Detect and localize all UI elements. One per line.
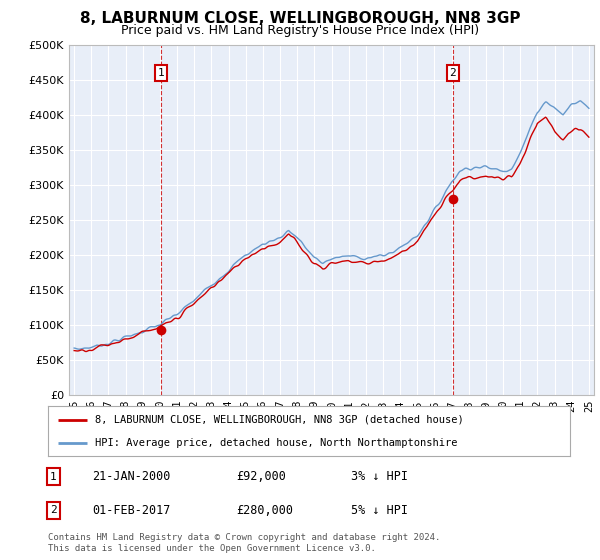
Text: Price paid vs. HM Land Registry's House Price Index (HPI): Price paid vs. HM Land Registry's House … [121,24,479,36]
Text: 3% ↓ HPI: 3% ↓ HPI [351,470,408,483]
Text: 1: 1 [157,68,164,78]
Text: 21-JAN-2000: 21-JAN-2000 [92,470,171,483]
Text: 2: 2 [50,505,56,515]
Text: HPI: Average price, detached house, North Northamptonshire: HPI: Average price, detached house, Nort… [95,438,457,448]
Text: 01-FEB-2017: 01-FEB-2017 [92,504,171,517]
Text: Contains HM Land Registry data © Crown copyright and database right 2024.
This d: Contains HM Land Registry data © Crown c… [48,533,440,553]
Text: 8, LABURNUM CLOSE, WELLINGBOROUGH, NN8 3GP (detached house): 8, LABURNUM CLOSE, WELLINGBOROUGH, NN8 3… [95,414,464,424]
Text: 5% ↓ HPI: 5% ↓ HPI [351,504,408,517]
Text: £280,000: £280,000 [236,504,293,517]
Text: 2: 2 [449,68,457,78]
Text: £92,000: £92,000 [236,470,286,483]
Text: 1: 1 [50,472,56,482]
Text: 8, LABURNUM CLOSE, WELLINGBOROUGH, NN8 3GP: 8, LABURNUM CLOSE, WELLINGBOROUGH, NN8 3… [80,11,520,26]
